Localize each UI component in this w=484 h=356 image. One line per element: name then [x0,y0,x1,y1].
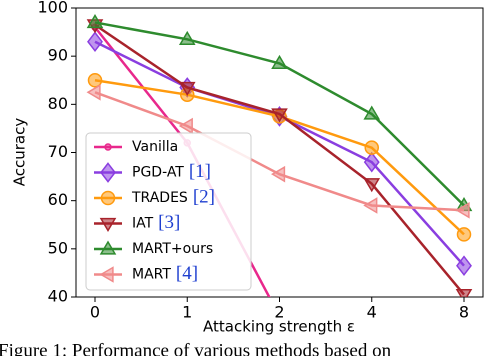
marker [363,197,378,214]
marker [100,190,116,206]
marker [178,81,196,96]
x-tick-label: 2 [274,303,284,322]
marker [178,30,196,45]
marker [271,54,288,70]
marker [455,201,470,219]
legend-citation: [1] [189,161,211,182]
marker [87,31,103,53]
marker [99,266,114,283]
legend-label: MART+ours [132,241,213,257]
y-tick-label: 90 [48,46,68,65]
y-tick-label: 70 [48,142,68,161]
x-tick-label: 0 [90,303,100,322]
legend-label: TRADES [131,190,188,206]
marker [363,105,381,120]
marker [455,288,473,297]
y-tick-label: 60 [48,190,68,209]
y-tick-label: 40 [48,287,68,306]
marker [99,217,117,232]
y-tick-label: 100 [37,0,68,17]
x-axis-label: Attacking strength ε [203,318,355,336]
marker [363,151,380,173]
marker [271,108,288,123]
y-tick-label: 50 [48,238,68,257]
legend-label: PGD-AT [132,165,184,181]
y-axis-label: Accuracy [11,118,29,187]
legend-citation: [2] [193,186,215,207]
legend-citation: [3] [158,212,180,233]
legend-label: IAT [132,216,154,232]
x-tick-label: 1 [182,303,192,322]
legend-label: Vanilla [132,139,178,155]
y-tick-label: 80 [48,94,68,113]
marker [86,83,101,101]
marker [271,165,286,183]
legend-label: MART [132,267,171,283]
x-tick-label: 8 [459,303,469,322]
marker [99,240,117,255]
marker [100,162,116,183]
marker [178,117,193,135]
legend-box [85,132,252,291]
marker [86,13,104,29]
marker [456,227,472,242]
caption: Figure 1: Performance of various methods… [0,340,392,356]
marker [363,178,381,193]
marker [87,73,103,88]
legend-citation: [4] [176,263,198,284]
marker [456,255,472,277]
x-tick-label: 4 [367,303,377,322]
marker [104,143,112,151]
marker [364,140,379,155]
